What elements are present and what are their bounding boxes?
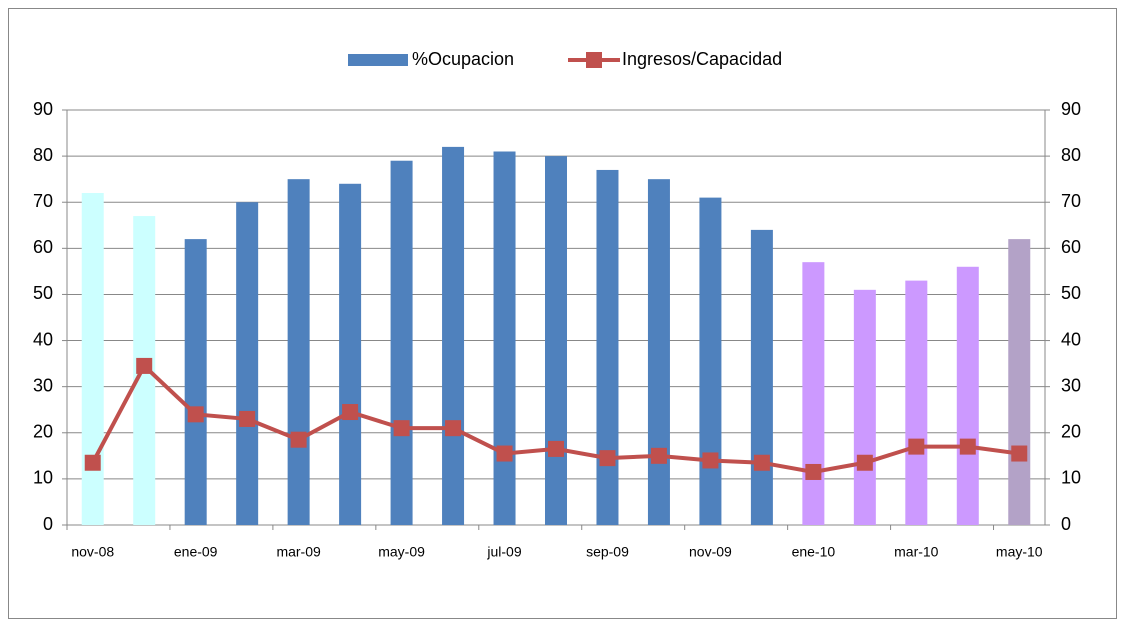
legend-label: Ingresos/Capacidad [622, 49, 782, 69]
y-tick-label: 90 [33, 99, 53, 119]
legend-label: %Ocupacion [412, 49, 514, 69]
y-tick-label: 80 [33, 145, 53, 165]
y2-tick-label: 40 [1061, 329, 1081, 349]
line-marker [959, 438, 976, 455]
line-marker [84, 454, 101, 471]
legend-swatch [586, 52, 602, 68]
line-marker [805, 463, 822, 480]
bar [647, 179, 670, 525]
x-tick-label: may-09 [378, 544, 425, 560]
bar [1008, 239, 1031, 525]
line-marker [753, 454, 770, 471]
bar [339, 183, 362, 525]
line-marker [599, 450, 616, 467]
legend-swatch [348, 54, 408, 66]
x-tick-label: sep-09 [586, 544, 629, 560]
bar [442, 146, 465, 525]
line-marker [496, 445, 513, 462]
line-marker [290, 431, 307, 448]
x-tick-label: mar-10 [894, 544, 939, 560]
line-marker [239, 410, 256, 427]
y2-tick-label: 80 [1061, 145, 1081, 165]
line-marker [187, 406, 204, 423]
bar [236, 202, 259, 525]
line-marker [445, 420, 462, 437]
line-marker [650, 447, 667, 464]
line-marker [136, 357, 153, 374]
y-tick-label: 30 [33, 375, 53, 395]
y2-tick-label: 0 [1061, 514, 1071, 534]
bar [545, 156, 567, 525]
y-tick-label: 20 [33, 422, 53, 442]
line-marker [702, 452, 719, 469]
x-tick-label: ene-10 [792, 544, 836, 560]
x-tick-label: mar-09 [276, 544, 321, 560]
y-tick-label: 60 [33, 237, 53, 257]
y-tick-label: 70 [33, 191, 53, 211]
y2-tick-label: 60 [1061, 237, 1081, 257]
bar [81, 193, 104, 525]
bar [390, 160, 413, 525]
bar [699, 197, 722, 525]
y2-tick-label: 90 [1061, 99, 1081, 119]
bar [853, 289, 876, 525]
y-tick-label: 40 [33, 329, 53, 349]
line-marker [1011, 445, 1028, 462]
y2-tick-label: 70 [1061, 191, 1081, 211]
bar [956, 266, 979, 525]
y-tick-label: 0 [43, 514, 53, 534]
y2-tick-label: 50 [1061, 283, 1081, 303]
line-marker [342, 404, 359, 421]
bar [905, 280, 928, 525]
x-tick-label: jul-09 [486, 544, 521, 560]
x-tick-label: ene-09 [174, 544, 218, 560]
bar [287, 179, 310, 525]
line-marker [548, 440, 564, 457]
y-tick-label: 50 [33, 283, 53, 303]
y2-tick-label: 20 [1061, 422, 1081, 442]
line-marker [856, 454, 873, 471]
line-marker [908, 438, 925, 455]
bar [184, 239, 207, 525]
x-tick-label: nov-09 [689, 544, 732, 560]
bar [802, 262, 825, 525]
bar [750, 229, 773, 525]
y-tick-label: 10 [33, 468, 53, 488]
x-tick-label: nov-08 [71, 544, 114, 560]
y2-tick-label: 30 [1061, 375, 1081, 395]
bar [596, 169, 619, 525]
y2-tick-label: 10 [1061, 468, 1081, 488]
bar [493, 151, 516, 525]
line-marker [393, 420, 410, 437]
x-tick-label: may-10 [996, 544, 1043, 560]
